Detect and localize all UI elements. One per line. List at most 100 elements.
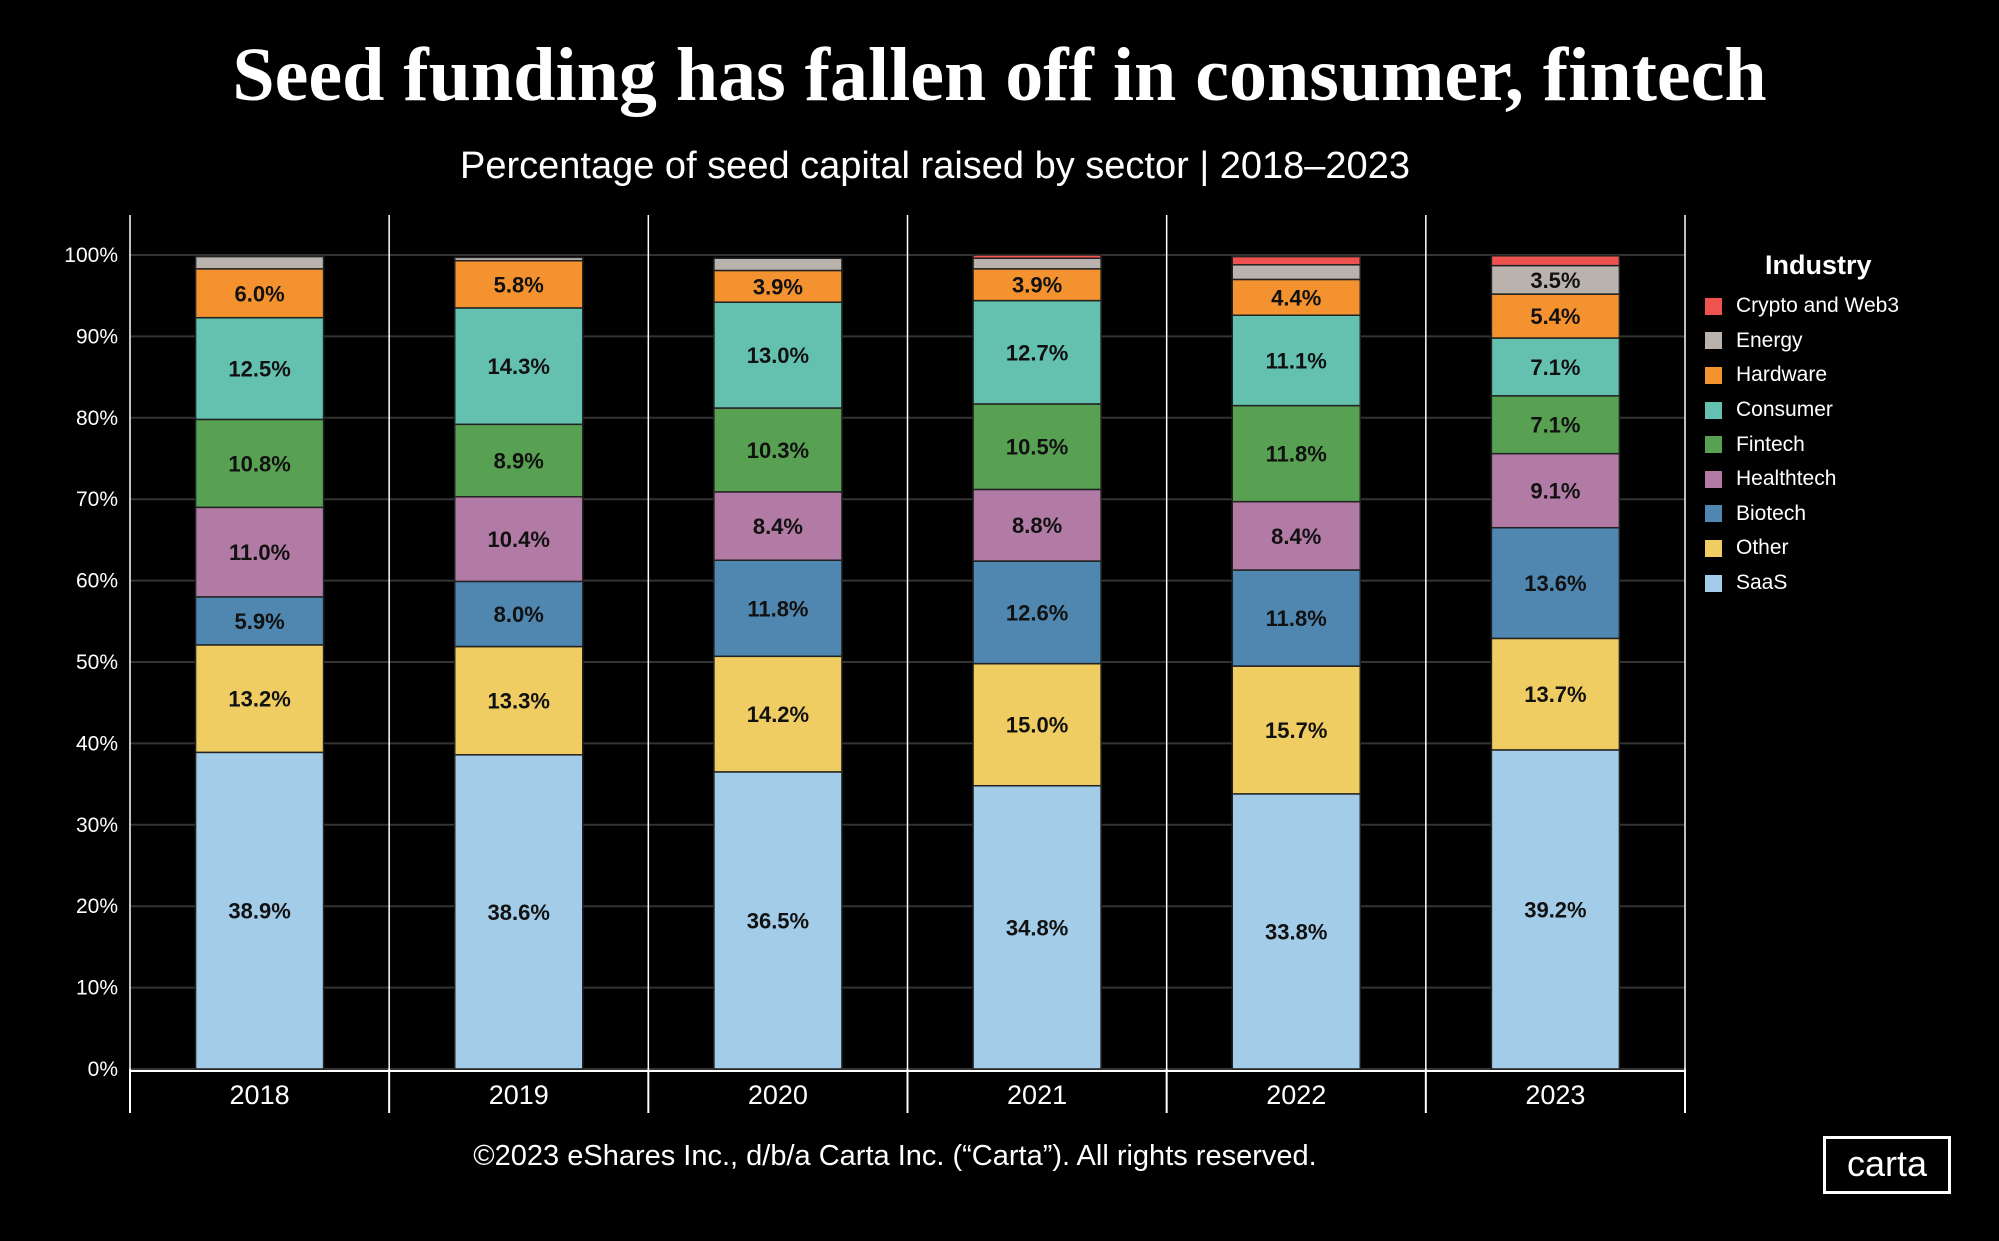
bar-segment-fintech <box>1231 404 1361 503</box>
y-tick-label: 0% <box>88 1058 118 1081</box>
bar-segment-healthtech <box>194 506 325 598</box>
bar-segment-consumer <box>1490 337 1621 397</box>
x-tick-label: 2020 <box>748 1080 808 1110</box>
y-tick-label: 100% <box>64 244 118 267</box>
data-label: 12.6% <box>1006 600 1068 625</box>
bar-segment-healthtech <box>454 496 584 583</box>
legend-label: Crypto and Web3 <box>1736 294 1900 318</box>
legend-label: Other <box>1736 536 1789 560</box>
bar-segment-biotech <box>713 559 843 658</box>
bar-segment-consumer <box>194 316 325 421</box>
data-label: 4.4% <box>1271 285 1321 310</box>
data-label: 8.0% <box>494 602 544 627</box>
data-label: 13.3% <box>488 689 550 714</box>
data-label: 5.4% <box>1530 304 1580 329</box>
y-tick-label: 60% <box>76 570 118 593</box>
bar-segment-other <box>713 655 843 773</box>
copyright-footer: ©2023 eShares Inc., d/b/a Carta Inc. (“C… <box>473 1140 1317 1172</box>
legend-swatch <box>1705 505 1722 523</box>
data-label: 3.9% <box>753 274 803 299</box>
bar-segment-consumer <box>454 307 584 426</box>
data-label: 38.6% <box>488 900 550 925</box>
bar-segment-healthtech <box>1231 500 1361 571</box>
bar-segment-crypto-and-web3 <box>1231 255 1361 266</box>
data-label: 12.7% <box>1006 340 1068 365</box>
bar-segment-other <box>454 645 584 756</box>
data-label: 3.5% <box>1530 268 1580 293</box>
bar-segment-biotech <box>454 580 584 648</box>
legend-swatch <box>1705 470 1722 488</box>
bar-segment-biotech <box>1231 569 1361 667</box>
bar-segment-hardware <box>972 268 1102 302</box>
data-label: 38.9% <box>228 899 290 924</box>
x-tick-label: 2023 <box>1525 1080 1585 1110</box>
y-tick-label: 30% <box>76 814 118 837</box>
y-tick-label: 40% <box>76 732 118 755</box>
bar-segment-energy <box>713 257 843 272</box>
bar-segment-energy <box>972 257 1102 270</box>
data-label: 13.0% <box>747 343 809 368</box>
data-label: 34.8% <box>1006 915 1068 940</box>
legend-item: Energy <box>1705 324 1899 359</box>
legend-item: SaaS <box>1705 566 1899 601</box>
data-label: 15.7% <box>1265 718 1327 743</box>
legend-swatch <box>1705 401 1722 419</box>
data-label: 13.7% <box>1524 682 1586 707</box>
bar-segment-biotech <box>1490 526 1621 640</box>
bar-segment-fintech <box>713 407 843 493</box>
legend-item: Consumer <box>1705 393 1899 428</box>
legend-item: Healthtech <box>1705 462 1899 497</box>
data-label: 15.0% <box>1006 713 1068 738</box>
y-tick-label: 80% <box>76 407 118 430</box>
legend-label: Fintech <box>1736 432 1805 456</box>
data-label: 13.6% <box>1524 571 1586 596</box>
legend-item: Other <box>1705 531 1899 566</box>
data-label: 8.8% <box>1012 513 1062 538</box>
x-tick-label: 2021 <box>1007 1080 1067 1110</box>
legend-item: Biotech <box>1705 497 1899 532</box>
bar-segment-fintech <box>972 403 1102 491</box>
bar-segment-energy <box>454 256 584 262</box>
data-label: 36.5% <box>747 908 809 933</box>
data-label: 11.1% <box>1266 348 1327 373</box>
data-label: 11.8% <box>1266 442 1327 467</box>
legend-label: Healthtech <box>1736 467 1837 491</box>
bar-segment-energy <box>1231 264 1361 281</box>
x-tick-label: 2019 <box>489 1080 549 1110</box>
data-label: 11.8% <box>1266 606 1327 631</box>
data-label: 10.5% <box>1006 435 1068 460</box>
bar-segment-saas <box>194 751 325 1070</box>
data-label: 10.3% <box>747 438 809 463</box>
legend-swatch <box>1705 574 1722 592</box>
legend-label: Hardware <box>1736 363 1828 387</box>
legend-item: Fintech <box>1705 427 1899 462</box>
legend-swatch <box>1705 539 1722 557</box>
legend-label: Energy <box>1736 328 1803 352</box>
data-label: 9.1% <box>1530 479 1580 504</box>
bar-segment-saas <box>713 771 843 1070</box>
bar-segment-other <box>194 644 325 754</box>
data-label: 3.9% <box>1012 273 1062 298</box>
legend-swatch <box>1705 297 1722 315</box>
bar-segment-crypto-and-web3 <box>972 254 1102 260</box>
data-label: 10.8% <box>228 451 290 476</box>
data-label: 39.2% <box>1524 897 1586 922</box>
legend-title: Industry <box>1765 250 1872 280</box>
bar-segment-other <box>1490 637 1621 751</box>
bar-segment-crypto-and-web3 <box>1490 255 1621 267</box>
data-label: 13.2% <box>228 687 290 712</box>
y-tick-label: 50% <box>76 651 118 674</box>
y-tick-label: 90% <box>76 325 118 348</box>
data-label: 6.0% <box>235 281 285 306</box>
bar-segment-healthtech <box>1490 452 1621 529</box>
bar-segment-consumer <box>1231 314 1361 407</box>
x-tick-label: 2018 <box>230 1080 290 1110</box>
legend-swatch <box>1705 366 1722 384</box>
data-label: 8.9% <box>494 449 544 474</box>
bar-segment-fintech <box>194 418 325 509</box>
data-label: 8.4% <box>1271 524 1321 549</box>
bar-segment-healthtech <box>972 488 1102 562</box>
y-tick-label: 20% <box>76 895 118 918</box>
legend-label: Biotech <box>1736 501 1807 525</box>
